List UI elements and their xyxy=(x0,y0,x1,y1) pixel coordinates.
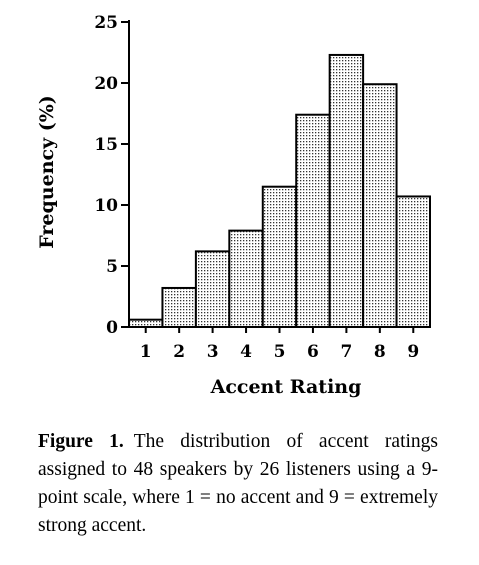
y-axis-label: Frequency (%) xyxy=(36,95,58,249)
bar-rating-2 xyxy=(161,286,197,328)
bars-group xyxy=(128,53,431,328)
bar-rating-3 xyxy=(194,250,231,328)
x-tick-label: 2 xyxy=(173,342,185,362)
y-tick-label: 20 xyxy=(94,74,118,94)
x-ticks-group: 1 2 3 4 5 6 7 8 9 xyxy=(140,327,419,362)
caption-text: The distribution of accent ratings assig… xyxy=(38,431,439,536)
bar-rating-8 xyxy=(362,83,398,328)
x-tick-label: 9 xyxy=(407,342,419,362)
x-tick-label: 1 xyxy=(140,342,152,362)
bar-rating-1 xyxy=(128,318,164,328)
x-tick-label: 8 xyxy=(374,342,386,362)
y-tick-label: 0 xyxy=(106,318,118,338)
bar-rating-6 xyxy=(295,113,331,328)
y-tick-label: 5 xyxy=(106,257,118,277)
x-axis-label: Accent Rating xyxy=(210,376,362,398)
y-ticks-group: 0 5 10 15 20 25 xyxy=(94,13,129,338)
bar-rating-7 xyxy=(328,53,365,328)
bar-rating-5 xyxy=(261,185,298,328)
bar-rating-9 xyxy=(395,195,431,328)
x-tick-label: 3 xyxy=(207,342,219,362)
y-tick-label: 25 xyxy=(94,13,118,33)
bar-rating-4 xyxy=(228,229,264,328)
y-tick-label: 10 xyxy=(94,196,118,216)
histogram-chart: 0 5 10 15 20 25 1 2 3 4 5 6 7 8 9 Accent Rating Frequ… xyxy=(36,13,431,398)
figure-caption: Figure 1. The distribution of accent rati… xyxy=(38,428,438,540)
x-tick-label: 4 xyxy=(240,342,252,362)
figure-label: Figure 1. xyxy=(38,431,124,452)
y-tick-label: 15 xyxy=(94,135,118,155)
x-tick-label: 6 xyxy=(307,342,319,362)
x-tick-label: 7 xyxy=(340,342,352,362)
x-tick-label: 5 xyxy=(274,342,286,362)
